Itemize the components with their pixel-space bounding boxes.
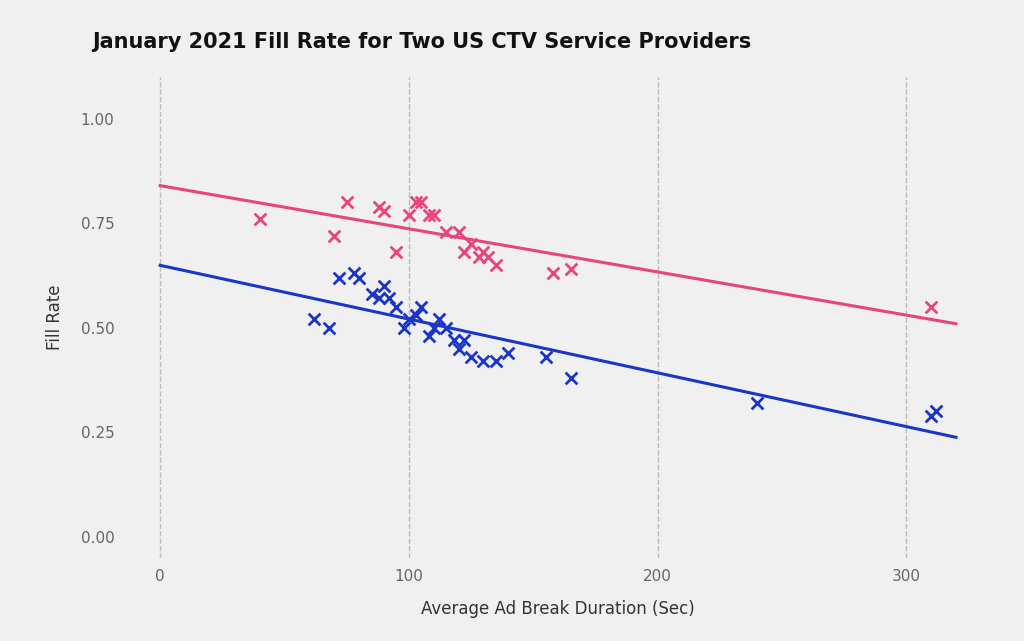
Point (413, 302, 429, 312)
Point (376, 281, 392, 291)
Point (381, 294, 397, 304)
Point (487, 356, 504, 366)
Point (413, 197, 429, 208)
Point (545, 269, 561, 279)
Point (438, 226, 455, 237)
Point (923, 302, 939, 312)
Point (430, 314, 446, 324)
Point (456, 335, 472, 345)
Point (306, 314, 323, 324)
Point (426, 210, 442, 220)
Point (346, 269, 362, 279)
Point (322, 322, 338, 333)
Point (364, 289, 380, 299)
Point (409, 197, 425, 208)
Point (331, 272, 347, 283)
Point (562, 264, 579, 274)
Point (928, 406, 944, 417)
Point (480, 251, 497, 262)
Point (923, 410, 939, 420)
Point (500, 347, 516, 358)
Point (463, 239, 479, 249)
Point (451, 344, 467, 354)
Point (371, 294, 387, 304)
Point (538, 352, 554, 362)
Point (438, 322, 455, 333)
Point (351, 272, 368, 283)
Point (326, 231, 342, 241)
Point (426, 322, 442, 333)
Point (339, 197, 355, 208)
X-axis label: Average Ad Break Duration (Sec): Average Ad Break Duration (Sec) (421, 601, 695, 619)
Point (470, 251, 486, 262)
Point (451, 226, 467, 237)
Point (487, 260, 504, 270)
Point (475, 356, 492, 366)
Point (445, 335, 462, 345)
Point (475, 247, 492, 258)
Text: January 2021 Fill Rate for Two US CTV Service Providers: January 2021 Fill Rate for Two US CTV Se… (92, 32, 752, 52)
Point (456, 247, 472, 258)
Point (388, 302, 404, 312)
Point (463, 352, 479, 362)
Point (371, 201, 387, 212)
Point (252, 214, 268, 224)
Point (400, 210, 417, 220)
Point (400, 314, 417, 324)
Y-axis label: Fill Rate: Fill Rate (46, 285, 65, 350)
Point (395, 322, 412, 333)
Point (388, 247, 404, 258)
Point (376, 206, 392, 216)
Point (749, 398, 765, 408)
Point (409, 310, 425, 320)
Point (421, 331, 437, 341)
Point (562, 373, 579, 383)
Point (421, 210, 437, 220)
